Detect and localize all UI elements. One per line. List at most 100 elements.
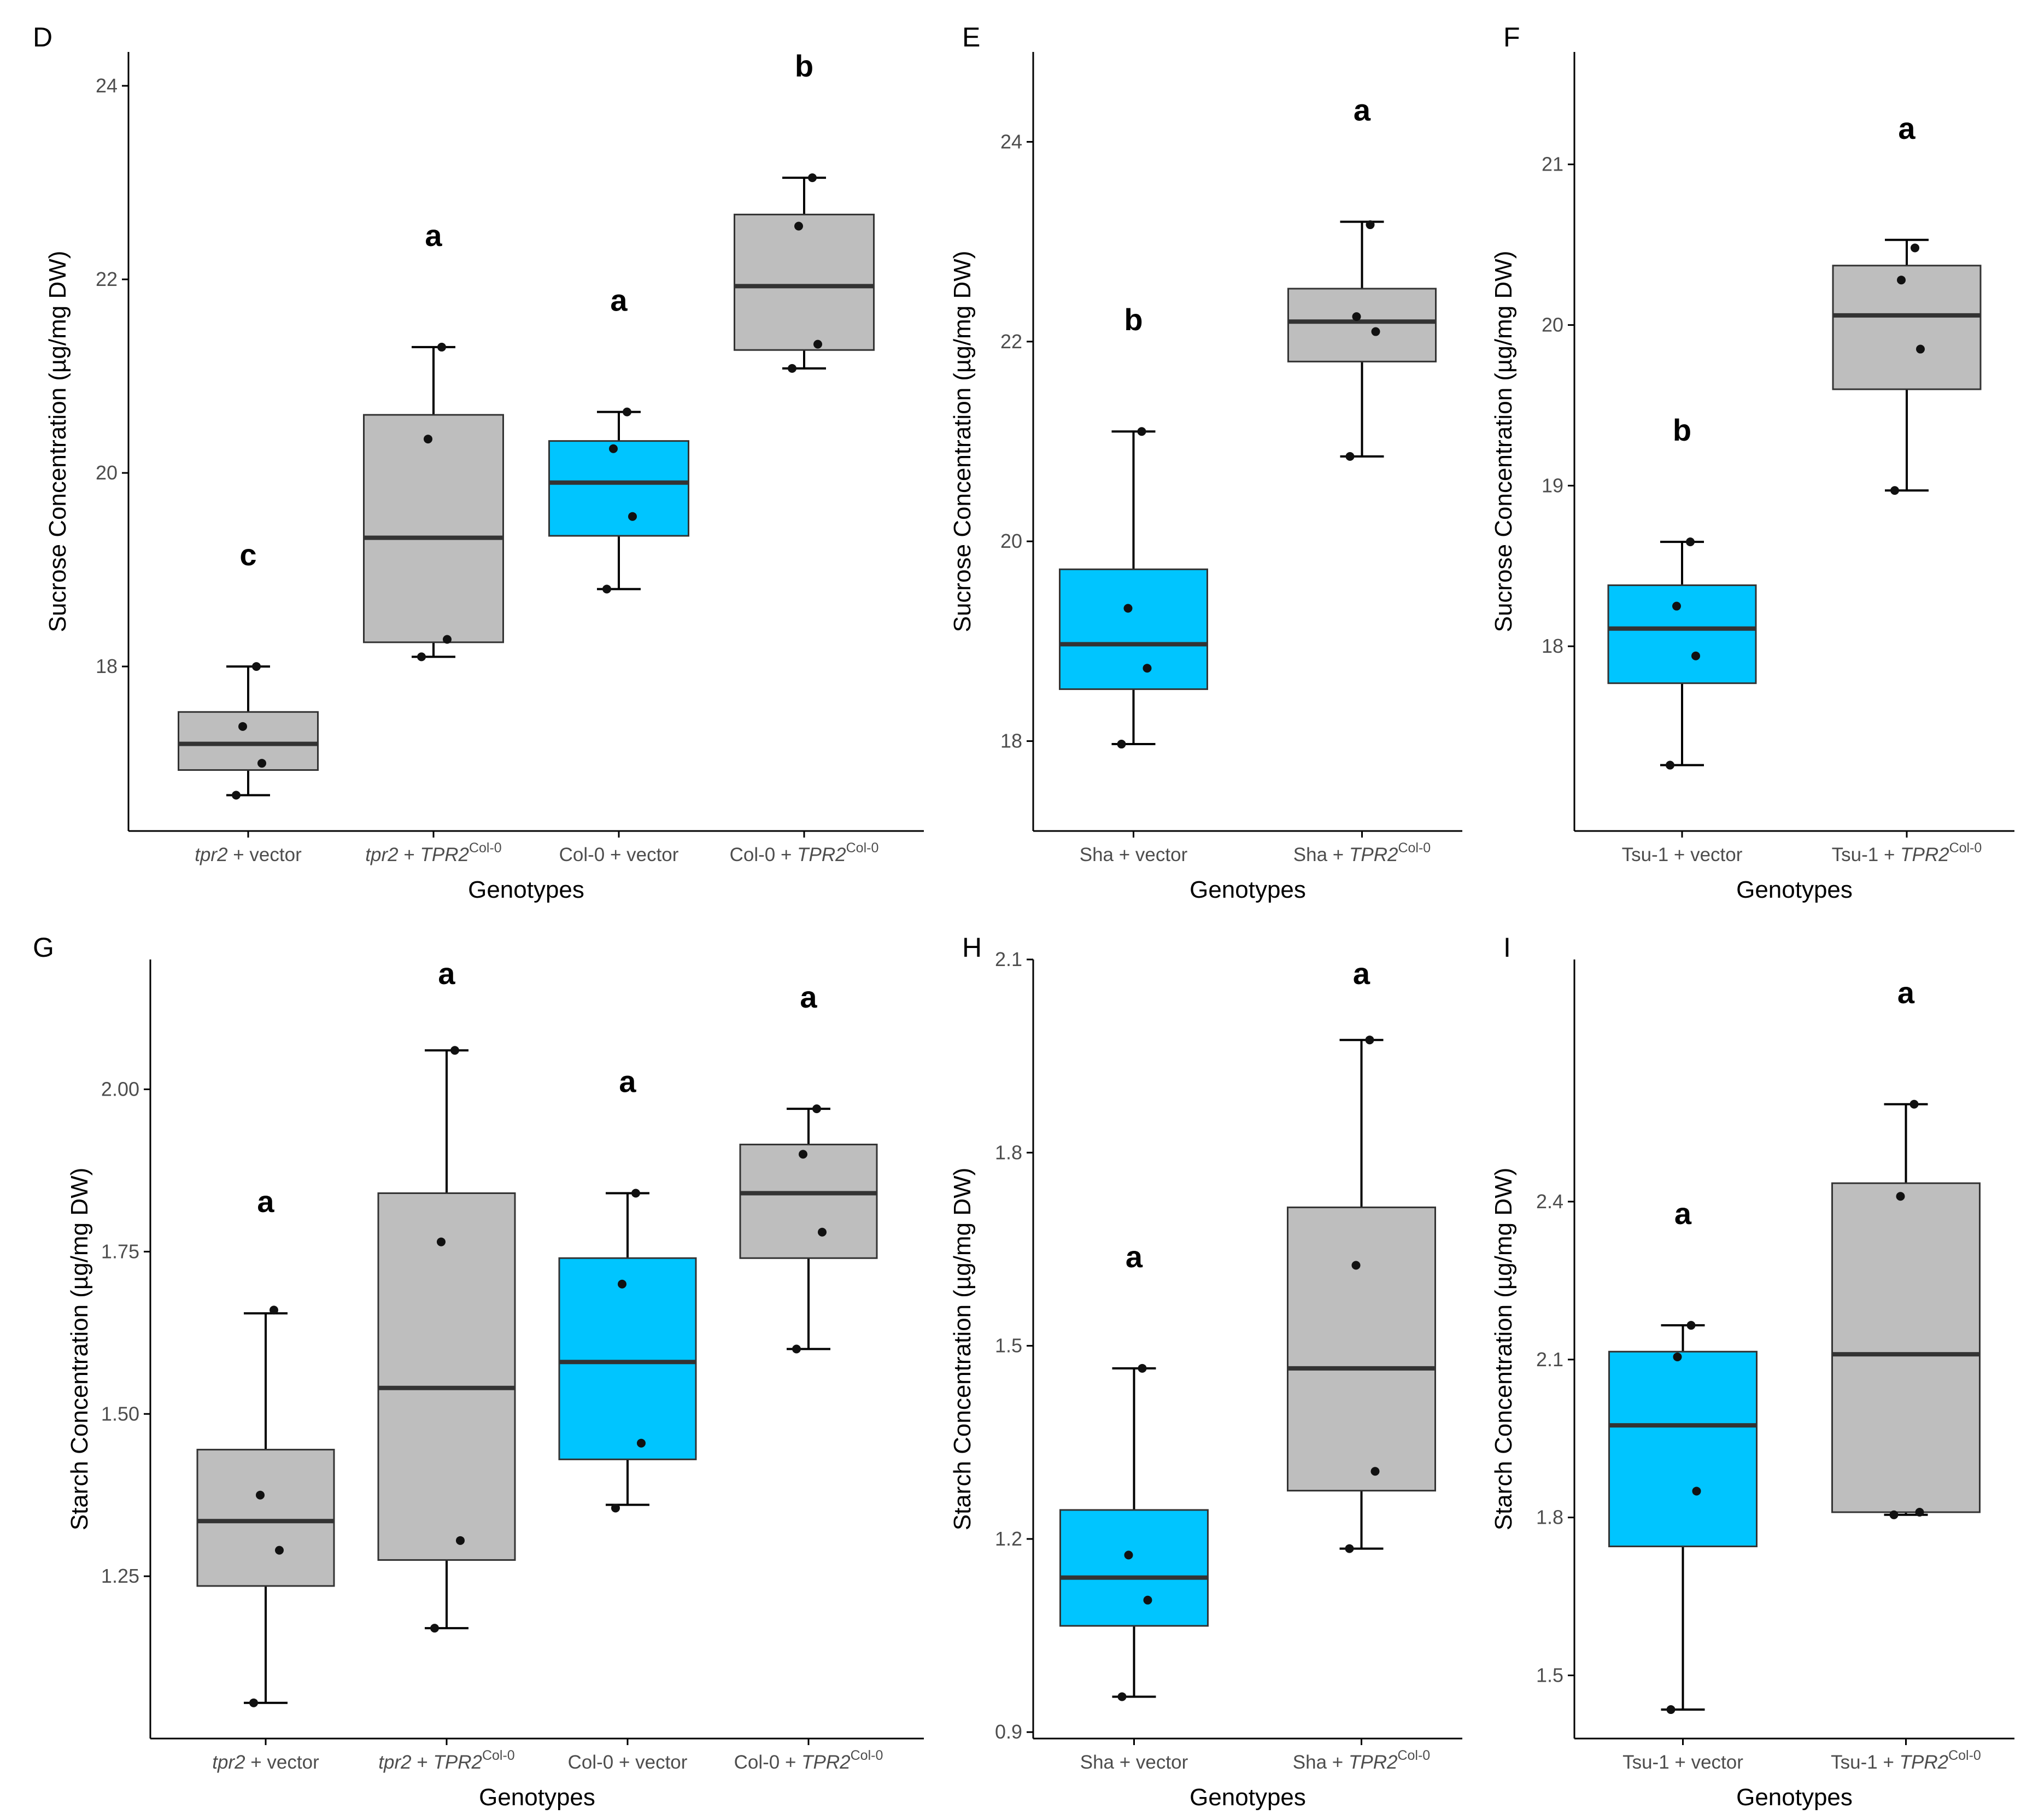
group-4-box bbox=[739, 1143, 878, 1259]
panel-f: F 18 19 20 21 Sucrose Concentration (µg/mg DW… bbox=[1471, 0, 2021, 910]
group-2-data-point bbox=[1909, 1099, 1919, 1109]
group-2-data-point bbox=[424, 435, 432, 444]
category-label: Sha + TPR2Col-0 bbox=[1293, 840, 1431, 865]
group-2-data-point bbox=[1897, 276, 1906, 285]
group-2-significance-letter: a bbox=[438, 956, 455, 991]
panel-d: D 18 20 22 24 Sucrose Concentration (µg/mg DW… bbox=[0, 0, 929, 910]
group-2-data-point bbox=[1371, 327, 1380, 336]
y-axis-title: Starch Concentration (µg/mg DW) bbox=[949, 1168, 976, 1531]
group-1-data-point bbox=[1686, 537, 1695, 547]
group-1-box bbox=[1608, 1350, 1758, 1548]
y-axis-title: Sucrose Concentration (µg/mg DW) bbox=[1490, 251, 1517, 633]
group-1-data-point bbox=[1117, 1692, 1127, 1701]
y-tick-label: 1.8 bbox=[1536, 1506, 1563, 1529]
group-4-box bbox=[734, 213, 875, 351]
y-tick-label: 19 bbox=[1542, 474, 1563, 496]
group-3-significance-letter: a bbox=[610, 283, 628, 318]
group-3-data-point bbox=[611, 1503, 620, 1513]
group-1-data-point bbox=[257, 759, 266, 768]
group-4-data-point bbox=[792, 1344, 801, 1354]
group-2-data-point bbox=[437, 1237, 446, 1247]
category-label: Tsu-1 + TPR2Col-0 bbox=[1831, 1748, 1981, 1773]
y-tick-label: 2.1 bbox=[1536, 1348, 1563, 1371]
group-3-box bbox=[548, 440, 689, 537]
panel-label: E bbox=[962, 22, 980, 52]
group-4-data-point bbox=[788, 364, 796, 373]
group-4-data-point bbox=[818, 1227, 827, 1237]
category-label: Col-0 + TPR2Col-0 bbox=[730, 840, 879, 865]
category-label: Sha + vector bbox=[1080, 1752, 1188, 1773]
y-tick-label: 2.00 bbox=[101, 1078, 139, 1101]
group-1-box bbox=[1607, 584, 1757, 684]
group-2-data-point bbox=[1345, 452, 1355, 461]
group-2-significance-letter: a bbox=[425, 218, 442, 253]
group-4-significance-letter: a bbox=[800, 980, 817, 1014]
y-tick-label: 20 bbox=[96, 461, 118, 484]
y-tick-label: 24 bbox=[1000, 130, 1022, 153]
panel-label: F bbox=[1503, 22, 1520, 52]
chart-svg-d: D 18 20 22 24 Sucrose Concentration (µg/mg DW… bbox=[33, 22, 924, 903]
y-tick-label: 21 bbox=[1542, 153, 1563, 175]
y-tick-label: 24 bbox=[96, 74, 118, 97]
panel-e: E 18 20 22 24 Sucrose Concentration (µg/mg DW… bbox=[929, 0, 1471, 910]
group-2-data-point bbox=[1896, 1192, 1905, 1201]
group-2-significance-letter: a bbox=[1897, 975, 1915, 1010]
group-1-data-point bbox=[1143, 1595, 1152, 1605]
group-2-data-point bbox=[1911, 243, 1919, 253]
category-label: tpr2 + vector bbox=[212, 1752, 319, 1773]
panel-label: D bbox=[33, 22, 52, 52]
x-axis-title: Genotypes bbox=[479, 1784, 595, 1811]
panel-i: I 1.5 1.8 2.1 2.4 Starch Concentration (µg/mg… bbox=[1471, 910, 2021, 1820]
group-3-significance-letter: a bbox=[619, 1064, 636, 1099]
group-1-box bbox=[178, 711, 319, 771]
group-2-box bbox=[1287, 1206, 1436, 1492]
group-1-data-point bbox=[1666, 1705, 1676, 1714]
group-1-data-point bbox=[1124, 1550, 1133, 1560]
y-tick-label: 2.1 bbox=[995, 948, 1022, 970]
group-1-data-point bbox=[1686, 1321, 1696, 1330]
group-2-data-point bbox=[437, 342, 446, 352]
group-4-data-point bbox=[808, 173, 817, 183]
group-2-box bbox=[377, 1192, 516, 1561]
group-1-data-point bbox=[1673, 1352, 1682, 1361]
group-1-significance-letter: b bbox=[1124, 302, 1143, 337]
y-axis-title: Sucrose Concentration (µg/mg DW) bbox=[44, 251, 71, 633]
group-3-data-point bbox=[631, 1189, 640, 1198]
group-2-data-point bbox=[1370, 1467, 1380, 1476]
group-4-data-point bbox=[812, 1104, 821, 1114]
group-4-data-point bbox=[813, 340, 822, 349]
group-1-data-point bbox=[238, 722, 247, 731]
group-1-data-point bbox=[270, 1306, 278, 1315]
y-axis-title: Sucrose Concentration (µg/mg DW) bbox=[949, 251, 976, 633]
group-1-data-point bbox=[252, 662, 261, 671]
group-1-data-point bbox=[275, 1546, 284, 1555]
group-1-data-point bbox=[256, 1490, 265, 1500]
chart-svg-h: H 0.9 1.2 1.5 1.8 2.1 Starch Concentration (µg… bbox=[949, 932, 1462, 1811]
group-2-data-point bbox=[1365, 1035, 1374, 1045]
group-2-data-point bbox=[456, 1536, 465, 1545]
group-2-data-point bbox=[443, 635, 452, 644]
y-tick-label: 22 bbox=[1000, 330, 1022, 353]
group-2-data-point bbox=[1889, 1510, 1899, 1519]
group-2-data-point bbox=[1916, 344, 1925, 354]
chart-svg-i: I 1.5 1.8 2.1 2.4 Starch Concentration (µg/mg… bbox=[1490, 932, 2014, 1811]
group-3-box bbox=[558, 1257, 697, 1460]
group-1-data-point bbox=[1137, 427, 1146, 436]
y-tick-label: 1.5 bbox=[1536, 1664, 1563, 1686]
x-axis-title: Genotypes bbox=[1736, 876, 1853, 903]
chart-svg-e: E 18 20 22 24 Sucrose Concentration (µg/mg DW… bbox=[949, 22, 1462, 903]
x-axis-title: Genotypes bbox=[1736, 1784, 1853, 1811]
group-1-data-point bbox=[1691, 651, 1700, 660]
group-1-significance-letter: a bbox=[257, 1184, 274, 1219]
category-label: Sha + vector bbox=[1080, 844, 1188, 865]
category-label: tpr2 + TPR2Col-0 bbox=[378, 1748, 514, 1773]
group-3-data-point bbox=[609, 444, 618, 453]
group-2-data-point bbox=[1352, 312, 1361, 321]
category-label: Sha + TPR2Col-0 bbox=[1293, 1748, 1430, 1773]
group-2-significance-letter: a bbox=[1898, 111, 1915, 145]
group-4-data-point bbox=[799, 1150, 807, 1159]
group-2-data-point bbox=[1915, 1507, 1924, 1517]
group-1-data-point bbox=[249, 1698, 258, 1707]
category-label: Tsu-1 + TPR2Col-0 bbox=[1832, 840, 1982, 865]
